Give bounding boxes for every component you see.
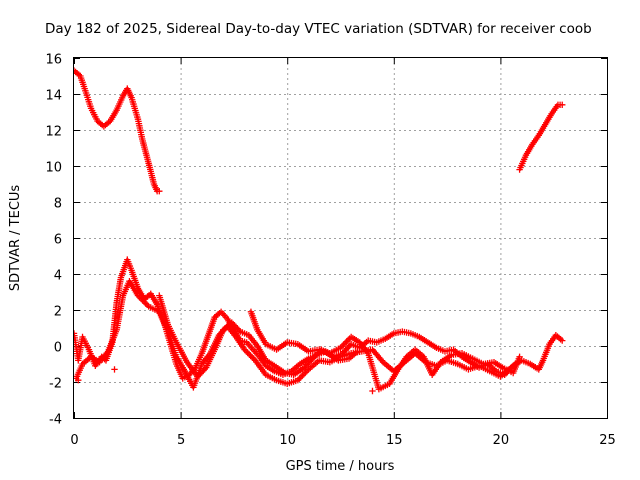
y-tick-label: 0 [54, 341, 62, 356]
y-tick-label: 12 [45, 125, 62, 140]
series-track-e [247, 308, 523, 393]
data-point [516, 353, 523, 360]
x-axis-label: GPS time / hours [286, 459, 395, 474]
x-tick-label: 5 [177, 433, 185, 448]
x-tick-label: 20 [493, 433, 510, 448]
series-track-b [516, 101, 566, 173]
y-tick-label: 6 [54, 233, 62, 248]
series-track-f [156, 292, 361, 380]
x-tick-label: 0 [70, 433, 78, 448]
x-tick-label: 15 [386, 433, 403, 448]
y-axis-label: SDTVAR / TECUs [8, 185, 23, 292]
y-tick-label: 4 [54, 269, 62, 284]
x-tick-label: 25 [599, 433, 616, 448]
data-point [369, 387, 376, 395]
data-point [354, 348, 361, 355]
y-tick-label: 8 [54, 197, 62, 212]
y-tick-label: 16 [45, 53, 62, 68]
y-tick-label: 2 [54, 305, 62, 320]
data-point [156, 188, 163, 195]
plot-frame [73, 57, 608, 419]
series-track-a [74, 67, 163, 195]
y-tick-label: 10 [45, 161, 62, 176]
data-point [559, 101, 566, 108]
y-tick-label: 14 [45, 89, 62, 104]
chart-title: Day 182 of 2025, Sidereal Day-to-day VTE… [45, 21, 592, 37]
data-point [111, 366, 118, 373]
data-point [559, 337, 566, 344]
data-point [74, 330, 78, 337]
y-tick-label: -2 [49, 377, 62, 392]
x-tick-label: 10 [279, 433, 296, 448]
plot-area [74, 67, 566, 395]
series-group [74, 67, 566, 395]
y-tick-label: -4 [49, 413, 62, 428]
isolated-points [75, 366, 376, 395]
data-point [75, 377, 82, 384]
